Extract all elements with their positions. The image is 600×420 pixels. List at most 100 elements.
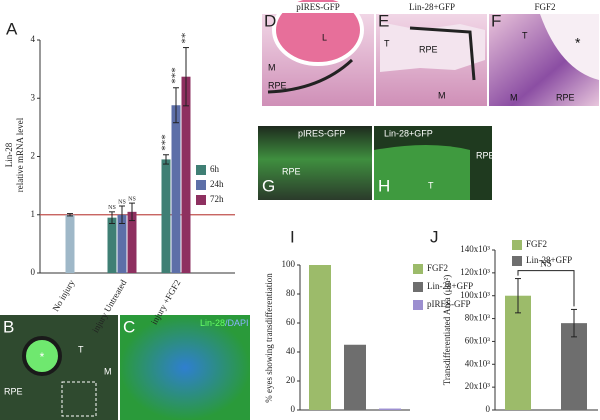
panel-letter: I <box>290 227 295 246</box>
image-panel: Lin-28+GFP E T RPE M <box>376 2 487 106</box>
image-label: M <box>438 90 446 100</box>
legend-label: FGF2 <box>526 239 547 249</box>
panel-letter: J <box>430 227 439 246</box>
image-label: RPE <box>268 80 287 90</box>
bar <box>117 214 127 273</box>
y-tick-label: 4 <box>31 34 36 44</box>
y-tick-label: 80 <box>286 288 296 298</box>
image-label: RPE <box>556 92 575 102</box>
significance-label: NS <box>540 259 552 269</box>
bar <box>171 105 181 274</box>
tissue <box>374 145 470 200</box>
panel-letter: B <box>3 317 14 336</box>
tissue <box>380 22 485 72</box>
title-band <box>376 2 487 13</box>
title-band <box>258 2 378 13</box>
image-title: Lin-28/DAPI <box>200 318 249 328</box>
panel-letter: E <box>378 11 389 30</box>
legend-swatch <box>413 300 423 310</box>
legend-swatch <box>196 180 206 190</box>
legend-label: 24h <box>210 179 224 189</box>
image-panel: pIRES-GFP G RPE <box>258 126 372 200</box>
title-band <box>489 2 600 13</box>
image-label: T <box>384 38 390 48</box>
y-axis-label: relative mRNA level <box>15 117 25 192</box>
bar <box>561 323 587 410</box>
bar <box>65 214 75 273</box>
image-label: * <box>40 350 45 364</box>
image-label: T <box>428 180 434 190</box>
image-title: Lin-28+GFP <box>409 2 455 12</box>
panel-letter: A <box>6 19 18 38</box>
legend-swatch <box>413 264 423 274</box>
image-title: pIRES-GFP <box>296 2 340 12</box>
legend-label: Lin-28+GFP <box>427 281 473 291</box>
title-part: /DAPI <box>225 318 249 328</box>
x-tick-label: No injury <box>50 278 76 314</box>
significance-label: NS <box>128 196 136 202</box>
significance-label: NS <box>118 199 126 205</box>
bar <box>161 159 171 273</box>
legend-label: pIRES-GFP <box>427 299 471 309</box>
inset-box <box>61 381 97 417</box>
significance-label: NS <box>108 205 116 211</box>
y-tick-label: 1 <box>31 209 36 219</box>
bar <box>107 217 117 273</box>
panel-letter: F <box>491 11 501 30</box>
y-tick-label: 0 <box>486 404 491 414</box>
image-label: RPE <box>282 166 301 176</box>
micrograph <box>120 315 250 420</box>
y-axis-label: Lin-28 <box>4 142 14 167</box>
rpe-layer <box>267 58 354 94</box>
image-title: FGF2 <box>534 2 555 12</box>
title-part: Lin-28 <box>200 318 225 328</box>
panel-letter: H <box>378 176 390 195</box>
y-axis-label: % eyes showing transdifferentiation <box>264 273 274 403</box>
bar <box>127 211 137 273</box>
y-tick-label: 20x10³ <box>465 381 491 391</box>
image-label: RPE <box>476 150 495 160</box>
y-tick-label: 120x10³ <box>460 267 490 277</box>
image-panel: Lin-28+GFP H T RPE <box>374 126 495 200</box>
bar <box>344 344 366 410</box>
y-tick-label: 40 <box>286 346 296 356</box>
image-panel: B * T M RPE <box>0 315 118 420</box>
bar <box>309 265 331 410</box>
micrograph <box>258 126 372 200</box>
y-tick-label: 0 <box>291 404 296 414</box>
y-tick-label: 60 <box>286 317 296 327</box>
image-panel: pIRES-GFP D L M RPE <box>258 0 378 106</box>
legend-label: Lin-28+GFP <box>526 255 572 265</box>
panel-letter: D <box>264 11 276 30</box>
legend-swatch <box>196 165 206 175</box>
y-tick-label: 60x10³ <box>465 335 491 345</box>
image-label: T <box>78 344 84 354</box>
y-tick-label: 20 <box>286 375 296 385</box>
legend-swatch <box>512 240 522 250</box>
legend-swatch <box>512 256 522 266</box>
y-tick-label: 3 <box>31 92 36 102</box>
bar <box>379 408 401 410</box>
image-panel: C Lin-28/DAPI <box>120 315 250 420</box>
y-tick-label: 100 <box>282 259 296 269</box>
y-tick-label: 140x10³ <box>460 244 490 254</box>
image-label: RPE <box>419 44 438 54</box>
significance-label: *** <box>160 134 172 151</box>
bar <box>505 295 531 410</box>
legend-label: FGF2 <box>427 263 448 273</box>
y-tick-label: 2 <box>31 151 36 161</box>
significance-label: ** <box>180 33 192 44</box>
legend-swatch <box>196 195 206 205</box>
micrograph <box>0 315 118 420</box>
tissue <box>540 14 599 80</box>
image-title: Lin-28+GFP <box>384 128 433 138</box>
y-tick-label: 40x10³ <box>465 358 491 368</box>
image-label: M <box>510 92 518 102</box>
y-tick-label: 0 <box>31 267 36 277</box>
rpe-layer <box>409 26 476 81</box>
image-label: M <box>268 62 276 72</box>
significance-bracket <box>517 270 575 307</box>
y-tick-label: 100x10³ <box>460 290 490 300</box>
image-label: RPE <box>4 386 23 396</box>
